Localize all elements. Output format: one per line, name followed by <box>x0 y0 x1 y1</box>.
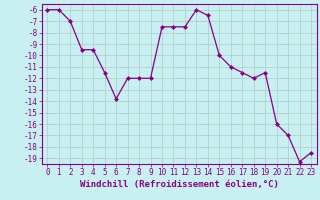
X-axis label: Windchill (Refroidissement éolien,°C): Windchill (Refroidissement éolien,°C) <box>80 180 279 189</box>
